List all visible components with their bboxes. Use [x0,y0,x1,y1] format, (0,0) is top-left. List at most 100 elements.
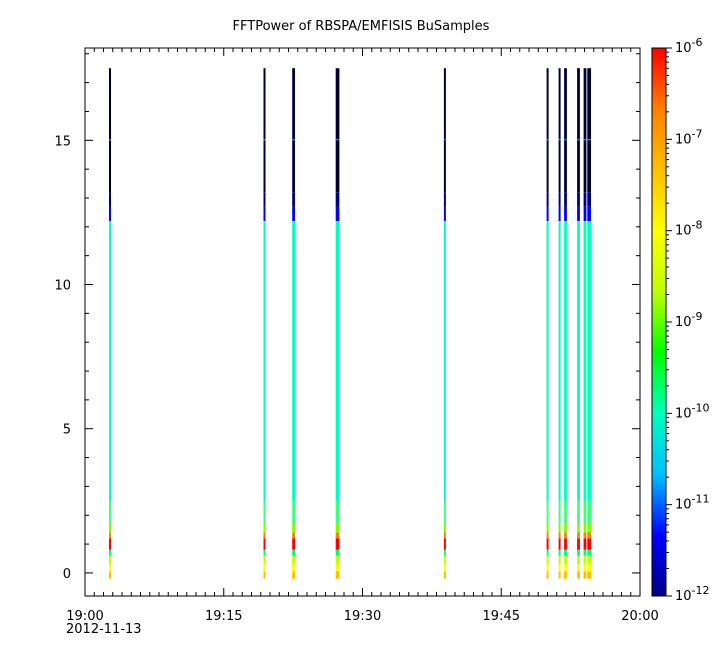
burst-segment [263,206,266,221]
burst-segment [292,538,295,550]
burst-segment [292,555,295,565]
burst-segment [109,555,111,565]
colorbar-tick-label: 10-8 [675,219,703,239]
plot-area-frame [84,47,641,597]
burst-segment [335,564,340,572]
burst-segment [587,555,591,565]
burst-segment [546,192,549,207]
burst-segment [546,523,549,533]
burst-segment [443,532,446,539]
burst-segment [577,549,580,556]
burst-segment [564,192,567,207]
burst-segment [546,68,549,193]
colorbar-tick-exponent: -11 [692,493,710,506]
y-tick-label: 15 [54,134,71,149]
burst-segment [335,206,340,221]
burst-column [335,68,340,579]
colorbar-gradient [651,47,667,597]
burst-segment [109,523,111,533]
colorbar-tick-label: 10-10 [675,401,710,421]
burst-segment [564,68,567,193]
burst-segment [577,221,580,501]
burst-segment [109,500,111,524]
burst-segment [443,221,446,501]
burst-segment [583,555,587,565]
chart-title: FFTPower of RBSPA/EMFISIS BuSamples [233,19,490,34]
burst-segment [263,221,266,501]
colorbar-tick-base: 10 [675,41,692,56]
burst-line-15 [109,138,111,141]
burst-segment [292,523,295,533]
burst-segment [577,523,580,533]
colorbar-tick-base: 10 [675,224,692,239]
burst-segment [109,538,111,550]
burst-segment [587,564,591,572]
burst-column [263,68,266,579]
burst-segment [335,192,340,207]
burst-segment [335,555,340,565]
burst-segment [335,500,340,524]
burst-segment [564,221,567,501]
x-tick-label: 19:30 [344,609,381,624]
burst-segment [564,549,567,556]
burst-segment [587,523,591,533]
burst-segment [335,68,340,193]
burst-column [583,68,587,579]
burst-segment [587,500,591,524]
burst-segment [577,192,580,207]
burst-segment [583,500,587,524]
burst-segment [109,532,111,539]
burst-segment [546,571,549,579]
burst-line-15 [577,138,580,141]
burst-segment [583,564,587,572]
burst-segment [335,538,340,550]
burst-segment [546,549,549,556]
burst-segment [564,564,567,572]
burst-segment [263,500,266,524]
burst-segment [587,192,591,207]
burst-segment [564,571,567,579]
burst-segment [577,564,580,572]
burst-line-15 [335,138,340,141]
burst-line-15 [587,138,591,141]
colorbar-tick-label: 10-6 [675,36,703,56]
burst-segment [335,549,340,556]
colorbar-tick-base: 10 [675,406,692,421]
burst-segment [263,564,266,572]
burst-segment [587,538,591,550]
burst-column [292,68,295,579]
burst-segment [587,549,591,556]
y-tick-label: 10 [54,279,71,294]
burst-segment [443,564,446,572]
x-date-label: 2012-11-13 [66,622,142,637]
burst-segment [443,192,446,207]
burst-segment [558,532,561,539]
burst-segment [558,538,561,550]
burst-segment [263,538,266,550]
x-tick-label: 19:00 [66,609,103,624]
burst-segment [587,221,591,501]
burst-segment [558,549,561,556]
burst-segment [587,532,591,539]
burst-segment [292,571,295,579]
burst-segment [558,206,561,221]
burst-segment [109,221,111,501]
colorbar-tick-exponent: -6 [692,36,703,49]
colorbar-tick-exponent: -8 [692,219,703,232]
burst-segment [443,538,446,550]
burst-segment [335,523,340,533]
burst-segment [558,192,561,207]
burst-segment [292,500,295,524]
y-axis: 0 5 10 15 [54,53,640,582]
burst-segment [583,192,587,207]
colorbar-tick-exponent: -7 [692,127,703,140]
burst-segment [558,68,561,193]
burst-segment [292,192,295,207]
burst-segment [577,206,580,221]
burst-segment [564,206,567,221]
colorbar-tick-base: 10 [675,132,692,147]
burst-segment [263,571,266,579]
burst-column [558,68,561,579]
